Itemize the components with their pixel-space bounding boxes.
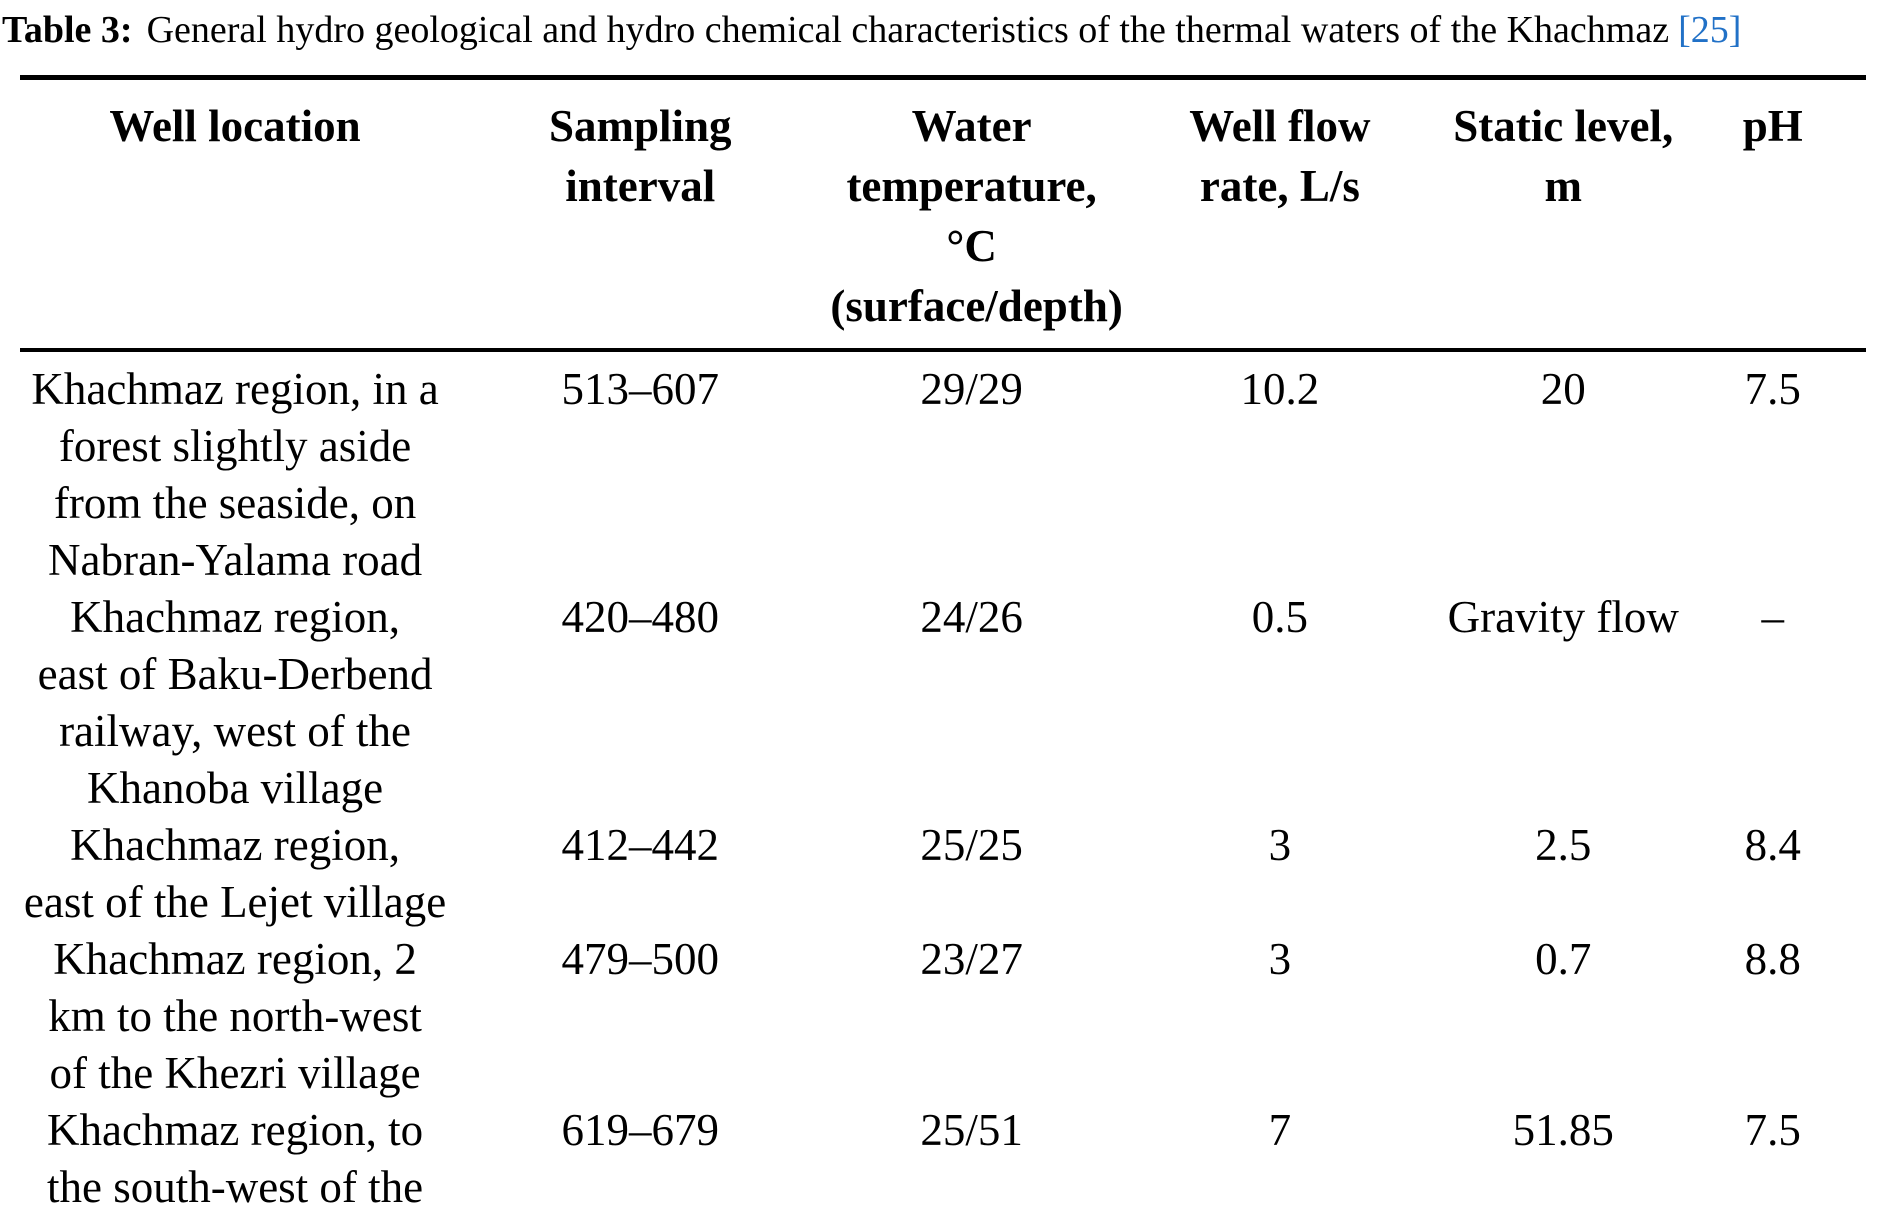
cell-flow-rate: 3	[1268, 820, 1292, 870]
cell-sampling-interval: 513–607	[561, 364, 719, 414]
cell-water-temperature: 29/29	[920, 364, 1023, 414]
table-caption: Table 3: General hydro geological and hyd…	[2, 6, 1886, 54]
cell-water-temperature: 25/25	[920, 820, 1023, 870]
cell-water-temperature: 23/27	[920, 934, 1023, 984]
table-row: Khachmaz region, east of the Lejet villa…	[20, 817, 1866, 931]
cell-ph: 7.5	[1744, 364, 1801, 414]
thermal-waters-table: Well location Sampling interval Water te…	[20, 75, 1866, 1212]
table-container: Well location Sampling interval Water te…	[20, 75, 1866, 1212]
cell-flow-rate: 7	[1268, 1105, 1292, 1155]
header-row: Well location Sampling interval Water te…	[20, 78, 1866, 350]
column-header-sampling-interval: Sampling interval	[548, 101, 732, 211]
cell-static-level: Gravity flow	[1447, 592, 1679, 642]
table-row: Khachmaz region, 2 km to the north-west …	[20, 931, 1866, 1102]
cell-flow-rate: 3	[1268, 934, 1292, 984]
column-header-well-flow-rate: Well flow rate, L/s	[1189, 101, 1371, 211]
column-header-ph: pH	[1742, 101, 1803, 151]
cell-ph: 8.4	[1744, 820, 1801, 870]
table-row: Khachmaz region, east of Baku-Derbend ra…	[20, 589, 1866, 817]
caption-label: Table 3:	[2, 9, 133, 51]
cell-static-level: 0.7	[1535, 934, 1592, 984]
cell-sampling-interval: 479–500	[561, 934, 719, 984]
cell-ph: 7.5	[1744, 1105, 1801, 1155]
cell-sampling-interval: 420–480	[561, 592, 719, 642]
cell-flow-rate: 0.5	[1251, 592, 1308, 642]
cell-location: Khachmaz region, to the south-west of th…	[46, 1105, 424, 1212]
cell-water-temperature: 24/26	[920, 592, 1023, 642]
column-header-static-level: Static level, m	[1453, 101, 1674, 211]
cell-location: Khachmaz region, east of Baku-Derbend ra…	[37, 592, 433, 813]
cell-static-level: 20	[1540, 364, 1586, 414]
column-header-well-location: Well location	[109, 101, 361, 151]
table-row: Khachmaz region, in a forest slightly as…	[20, 350, 1866, 589]
cell-static-level: 51.85	[1512, 1105, 1614, 1155]
cell-flow-rate: 10.2	[1240, 364, 1320, 414]
cell-location: Khachmaz region, in a forest slightly as…	[31, 364, 439, 585]
cell-location: Khachmaz region, east of the Lejet villa…	[23, 820, 447, 927]
cell-sampling-interval: 619–679	[561, 1105, 719, 1155]
caption-text: General hydro geological and hydro chemi…	[146, 9, 1670, 51]
cell-ph: –	[1761, 592, 1785, 642]
cell-ph: 8.8	[1744, 934, 1801, 984]
cell-water-temperature: 25/51	[920, 1105, 1023, 1155]
cell-location: Khachmaz region, 2 km to the north-west …	[48, 934, 422, 1098]
column-header-water-temperature: Water temperature, °C (surface/depth)	[830, 101, 1123, 331]
citation-link[interactable]: [25]	[1678, 9, 1742, 51]
table-row: Khachmaz region, to the south-west of th…	[20, 1102, 1866, 1212]
cell-static-level: 2.5	[1535, 820, 1592, 870]
cell-sampling-interval: 412–442	[561, 820, 719, 870]
